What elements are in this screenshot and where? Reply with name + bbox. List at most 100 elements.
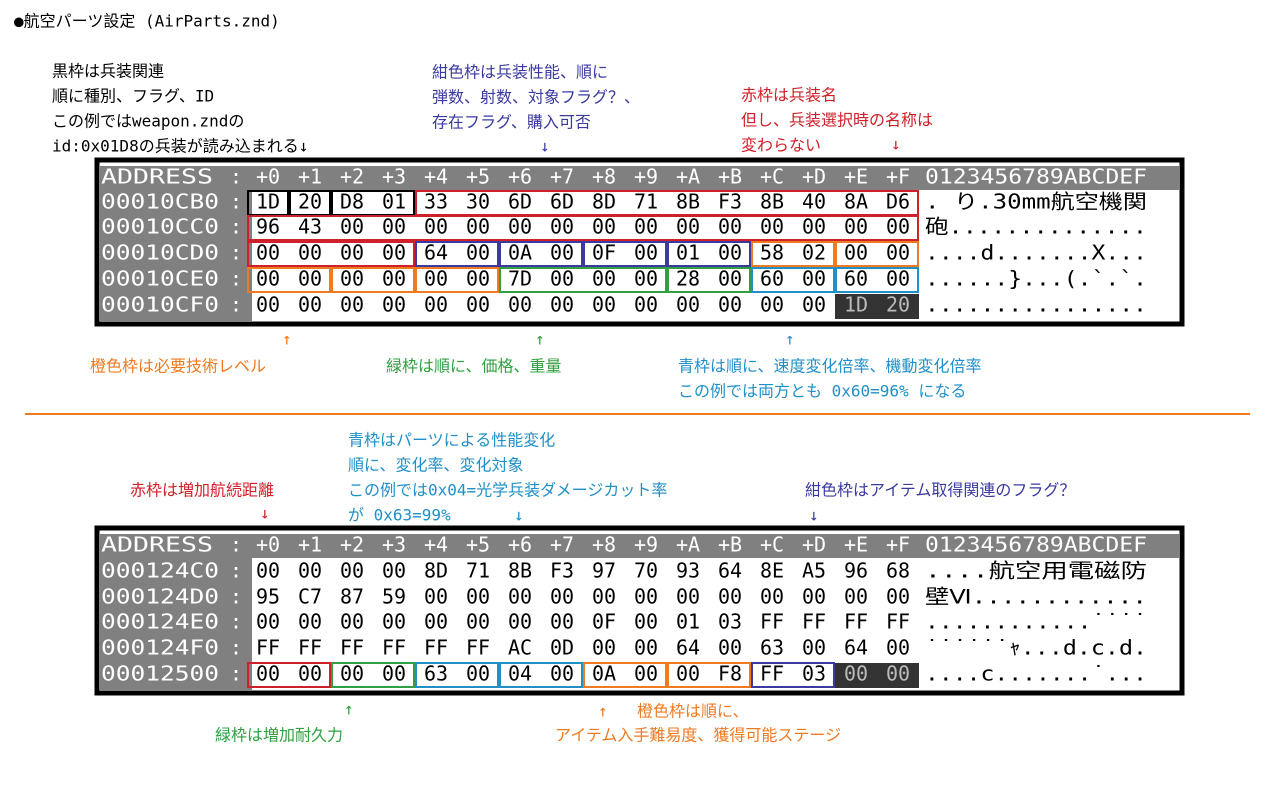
byte: 8A (844, 190, 868, 214)
byte: 00 (718, 585, 742, 609)
byte: D6 (886, 190, 910, 214)
separator: : (230, 293, 242, 317)
byte: 00 (760, 585, 784, 609)
field-box (415, 267, 499, 293)
byte: 0F (592, 610, 616, 634)
byte: 00 (802, 293, 826, 317)
separator: : (230, 215, 242, 239)
separator: : (230, 585, 242, 609)
annotation: 変わらない (741, 136, 821, 155)
byte: 00 (844, 585, 868, 609)
byte: 60 (844, 267, 868, 291)
annotation: 弾数、射数、対象フラグ？、 (432, 88, 640, 107)
annotation: が 0x63=99% (348, 506, 451, 525)
byte: 00 (382, 215, 406, 239)
field-box (667, 267, 751, 293)
byte: F3 (550, 559, 574, 583)
byte: 00 (592, 636, 616, 660)
field-box (331, 662, 415, 688)
byte: 71 (634, 190, 658, 214)
field-box (247, 215, 919, 241)
header-cell: +6 (508, 165, 532, 189)
byte: 00 (760, 293, 784, 317)
byte: 00 (718, 636, 742, 660)
byte: 00 (424, 610, 448, 634)
byte: 43 (298, 215, 322, 239)
address: 00010CD0 (101, 241, 219, 265)
annotation: この例では0x04=光学兵装ダメージカット率 (348, 481, 667, 500)
ascii: ......}...(.`.`. (925, 267, 1147, 291)
separator: : (230, 662, 242, 686)
byte: 95 (256, 585, 280, 609)
byte: 00 (298, 267, 322, 291)
byte: 20 (298, 190, 322, 214)
byte: 01 (382, 190, 406, 214)
byte: 8D (424, 559, 448, 583)
field-box (667, 241, 751, 267)
annotation: ↑ (785, 330, 795, 349)
annotation: 緑枠は増加耐久力 (215, 726, 343, 745)
header-cell: +A (676, 165, 700, 189)
address: 000124C0 (101, 559, 219, 583)
byte: 0F (592, 241, 616, 265)
annotation: 但し、兵装選択時の名称は (741, 111, 933, 130)
byte: 03 (718, 610, 742, 634)
byte: 00 (508, 610, 532, 634)
field-box (415, 662, 499, 688)
annotation: 赤枠は兵装名 (741, 86, 837, 105)
byte: 00 (844, 662, 868, 686)
separator: : (230, 190, 242, 214)
byte: 40 (802, 190, 826, 214)
header-cell: +5 (466, 165, 490, 189)
ascii: ............˙˙˙˙ (925, 610, 1147, 634)
byte: F8 (718, 662, 742, 686)
byte: D8 (340, 190, 364, 214)
byte: 00 (256, 241, 280, 265)
header-cell: +8 (592, 533, 616, 557)
header-cell: +E (844, 533, 868, 557)
header-cell: +D (802, 533, 826, 557)
byte: 00 (382, 559, 406, 583)
byte: 93 (676, 559, 700, 583)
header-cell: +5 (466, 533, 490, 557)
byte: 00 (466, 662, 490, 686)
annotation: この例ではweapon.zndの (52, 112, 244, 131)
header-cell: +B (718, 533, 742, 557)
byte: 00 (718, 267, 742, 291)
annotation: この例では両方とも 0x60=96% になる (678, 382, 966, 401)
byte: 00 (424, 293, 448, 317)
ascii: . り.30mm航空機関 (925, 190, 1147, 214)
byte: 03 (802, 662, 826, 686)
byte: 00 (340, 241, 364, 265)
byte: 00 (298, 559, 322, 583)
byte: 00 (760, 215, 784, 239)
byte: 30 (466, 190, 490, 214)
byte: 20 (886, 293, 910, 317)
byte: 6D (508, 190, 532, 214)
byte: 00 (592, 215, 616, 239)
byte: 71 (466, 559, 490, 583)
dark-cell (835, 663, 919, 688)
header-cell: +D (802, 165, 826, 189)
field-box (751, 241, 835, 267)
header-cell: +E (844, 165, 868, 189)
byte: 00 (886, 267, 910, 291)
dark-cell (835, 294, 919, 319)
ascii: 壁Ⅵ............ (925, 585, 1147, 609)
annotation: ↓ (514, 506, 524, 525)
byte: 00 (466, 585, 490, 609)
byte: 00 (508, 585, 532, 609)
byte: 00 (676, 215, 700, 239)
byte: FF (760, 662, 784, 686)
byte: 64 (676, 636, 700, 660)
byte: FF (256, 636, 280, 660)
byte: 00 (634, 636, 658, 660)
byte: FF (298, 636, 322, 660)
byte: 00 (592, 585, 616, 609)
byte: 8B (760, 190, 784, 214)
byte: 00 (886, 636, 910, 660)
byte: 00 (718, 215, 742, 239)
byte: 00 (550, 610, 574, 634)
byte: 00 (802, 636, 826, 660)
